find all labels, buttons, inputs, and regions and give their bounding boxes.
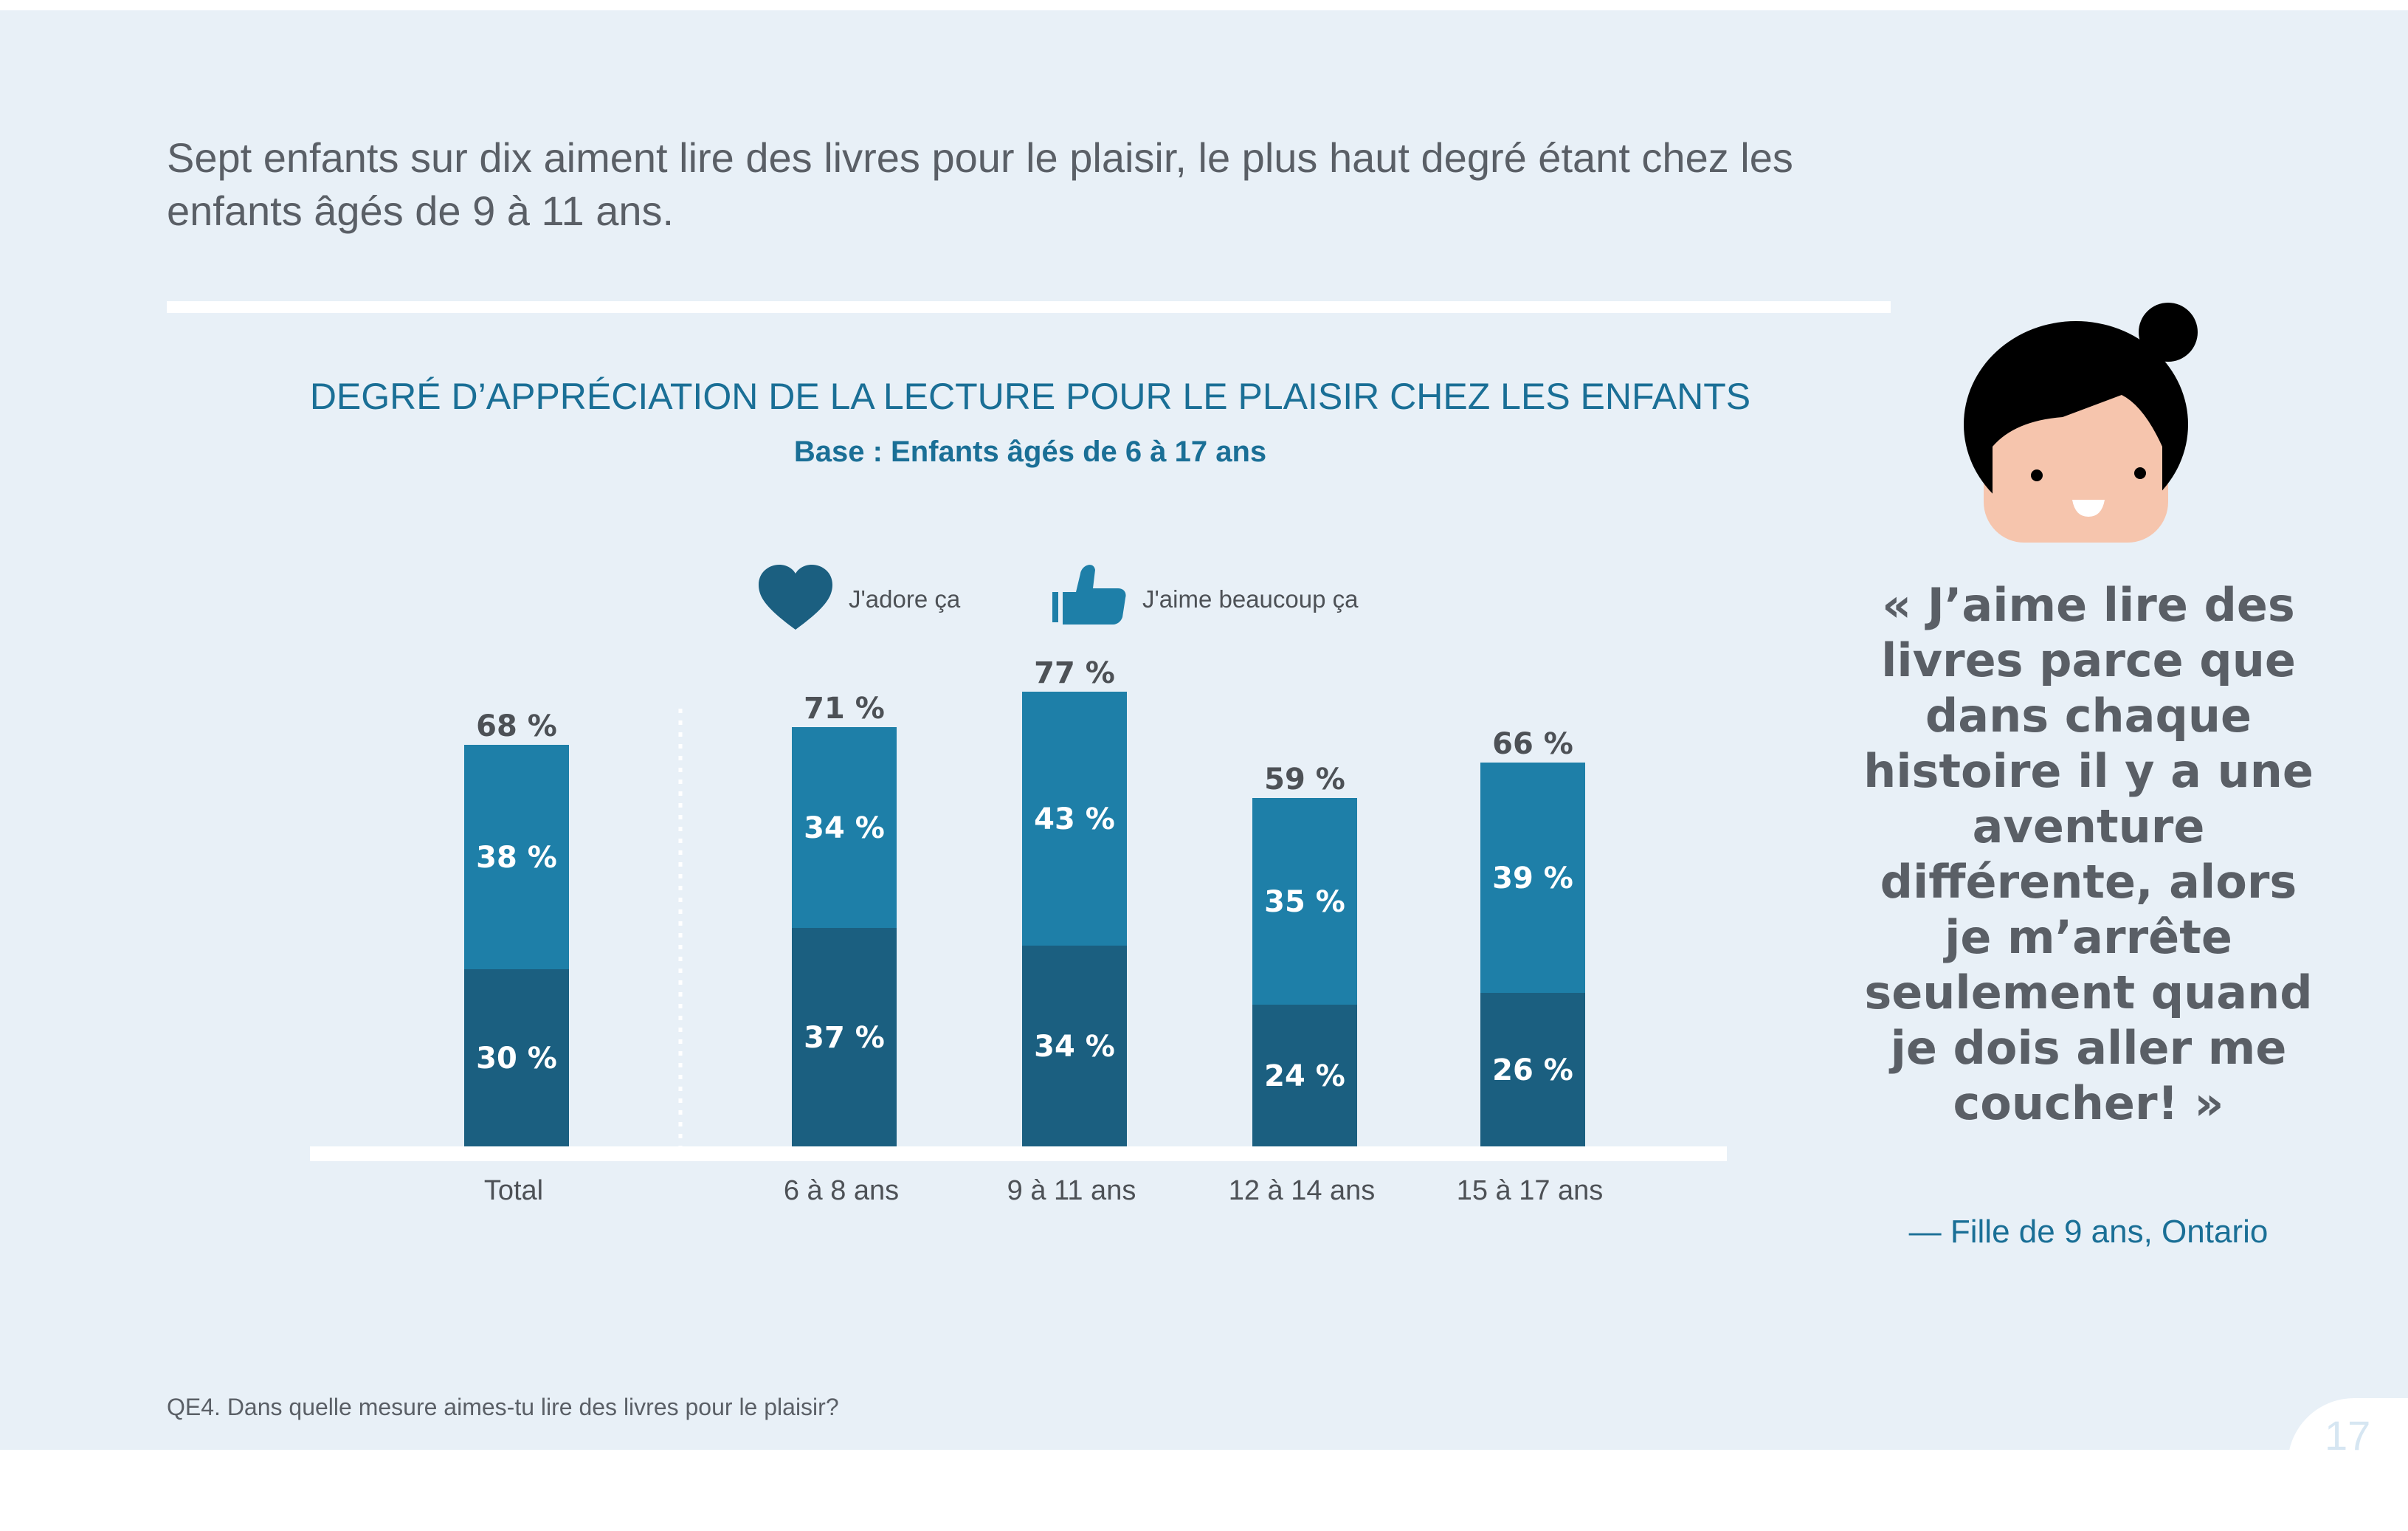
bar-value-label: 30 % [476,1042,557,1076]
x-tick-label: 9 à 11 ans [1007,1175,1136,1206]
bar-total-label: 68 % [476,709,557,743]
x-tick-label: 12 à 14 ans [1229,1175,1376,1206]
quote-attribution: — Fille de 9 ans, Ontario [1908,1214,2269,1250]
bar-segment-j-aime-beaucoup-a [1480,763,1585,993]
legend-label: J'adore ça [849,585,961,613]
x-tick-label: 15 à 17 ans [1457,1175,1604,1206]
bar-segment-j-aime-beaucoup-a [1252,798,1357,1005]
footnote: QE4. Dans quelle mesure aimes-tu lire de… [167,1394,839,1420]
bar-value-label: 24 % [1264,1059,1345,1093]
heart-icon [759,565,832,630]
bar-value-label: 37 % [804,1021,885,1055]
divider [167,301,1891,313]
page-number: 17 [2325,1412,2371,1459]
bar-segment-j-adore-a [1480,993,1585,1146]
bar-value-label: 26 % [1492,1053,1573,1087]
bar-segment-j-aime-beaucoup-a [1022,692,1127,946]
x-tick-label: Total [484,1175,543,1206]
bar-value-label: 34 % [804,811,885,845]
chart-title: DEGRÉ D’APPRÉCIATION DE LA LECTURE POUR … [309,376,1751,417]
x-tick-label: 6 à 8 ans [784,1175,899,1206]
bar-total-label: 77 % [1034,656,1115,690]
bar-segment-j-aime-beaucoup-a [792,727,897,928]
bar-value-label: 35 % [1264,885,1345,919]
bar-segment-j-adore-a [792,928,897,1146]
page-background [0,10,2408,1450]
bar-total-label: 66 % [1492,727,1573,761]
page-headline: Sept enfants sur dix aiment lire des liv… [167,134,1793,234]
bar-value-label: 39 % [1492,861,1573,895]
bar-value-label: 38 % [476,841,557,875]
legend-label: J'aime beaucoup ça [1142,585,1359,613]
child-avatar-icon [1964,303,2198,543]
bar-value-label: 34 % [1034,1030,1115,1064]
bar-segment-j-adore-a [1022,946,1127,1146]
stacked-bar-chart: 30 % 38 % 68 % Total 37 % 34 % 71 % 6 à 8 ans 34… [310,565,1727,1206]
quote-text: « J’aime lire des livres parce que dans … [1863,578,2314,1130]
bar-segment-j-adore-a [464,969,569,1146]
x-axis-baseline [310,1146,1727,1161]
chart-subtitle: Base : Enfants âgés de 6 à 17 ans [793,436,1267,468]
bar-segment-j-aime-beaucoup-a [464,745,569,969]
bar-value-label: 43 % [1034,802,1115,836]
bar-total-label: 71 % [804,692,885,726]
bar-total-label: 59 % [1264,763,1345,797]
thumbs-up-icon [1052,565,1126,625]
bar-segment-j-adore-a [1252,1005,1357,1146]
